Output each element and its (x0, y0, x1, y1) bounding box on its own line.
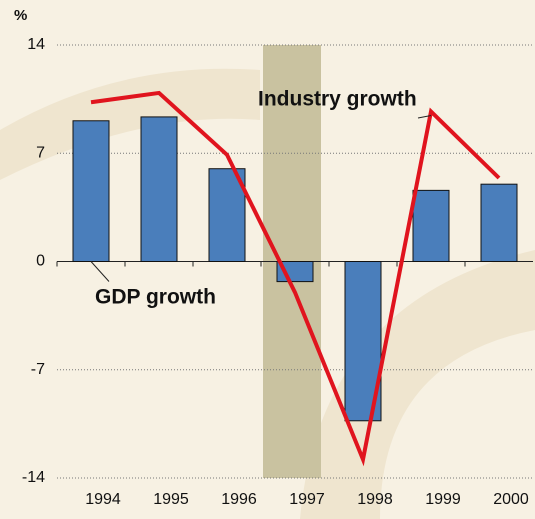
series-label: Industry growth (258, 88, 417, 111)
y-tick-label: 7 (36, 144, 45, 161)
y-tick-label: 0 (36, 253, 45, 270)
y-unit: % (14, 7, 27, 24)
bar (72, 120, 110, 263)
leader-line (90, 261, 110, 282)
x-tick-label: 1998 (357, 491, 393, 508)
bar (140, 116, 178, 262)
bar (412, 189, 450, 262)
x-tick-label: 1996 (221, 491, 257, 508)
line (90, 90, 501, 467)
x-tick-label: 1997 (289, 491, 325, 508)
leader-line (417, 115, 432, 119)
x-tick-label: 1995 (153, 491, 189, 508)
y-tick-label: -14 (22, 469, 45, 486)
x-tick-label: 1999 (425, 491, 461, 508)
series-label: GDP growth (95, 286, 216, 309)
decor (0, 68, 260, 180)
x-tick-label: 2000 (493, 491, 529, 508)
x-tick-label: 1994 (85, 491, 121, 508)
y-tick-label: 14 (27, 36, 45, 53)
bar (480, 183, 518, 262)
bar (208, 168, 246, 262)
y-tick-label: -7 (31, 361, 45, 378)
